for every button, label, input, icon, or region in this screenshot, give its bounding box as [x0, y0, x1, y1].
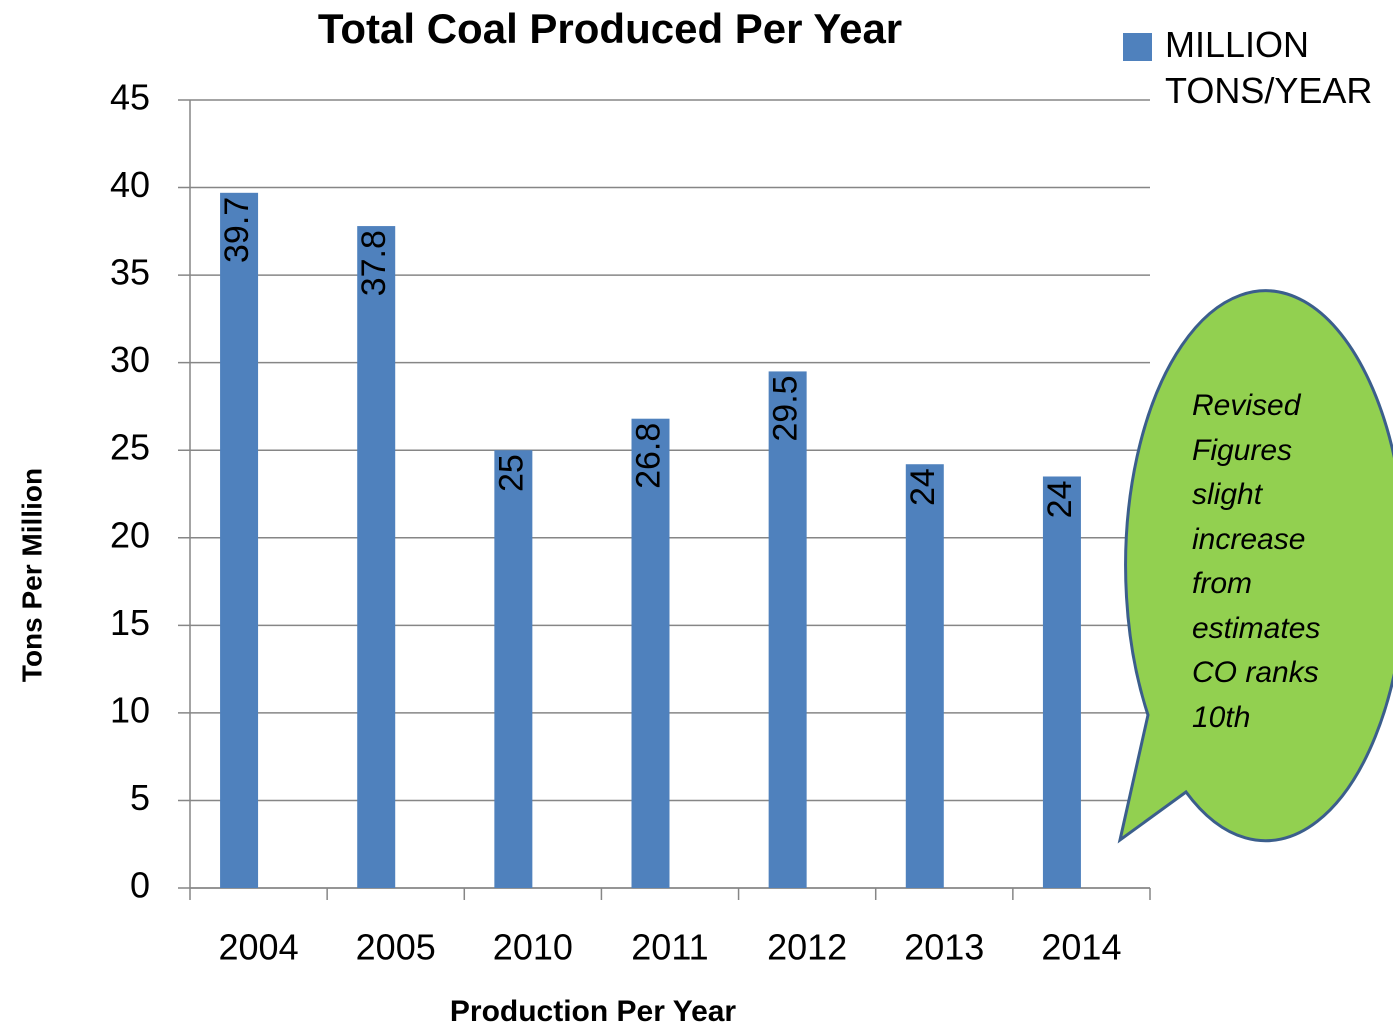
bar: [220, 192, 259, 888]
legend-label: MILLION TONS/YEAR: [1165, 24, 1373, 111]
y-tick-label: 45: [110, 77, 150, 118]
callout-bubble: [1117, 289, 1393, 844]
bar: [494, 450, 533, 888]
bar: [1042, 476, 1081, 888]
x-tick-label: 2014: [1041, 927, 1121, 968]
y-tick-label: 20: [110, 514, 150, 555]
bar: [905, 464, 944, 888]
y-axis-label: Tons Per Million: [16, 468, 47, 682]
bar: [768, 371, 807, 888]
data-label: 37.8: [355, 230, 393, 296]
x-tick-label: 2011: [631, 927, 708, 968]
callout-text: Revised Figures slight increase from est…: [1192, 389, 1321, 734]
x-tick-label: 2010: [493, 927, 573, 968]
x-tick-label: 2012: [767, 927, 847, 968]
x-tick-label: 2005: [356, 927, 436, 968]
data-label: 25: [492, 454, 530, 492]
bar: [631, 418, 670, 888]
y-tick-label: 40: [110, 164, 150, 205]
x-axis-label: Production Per Year: [450, 995, 737, 1028]
x-tick-label: 2004: [219, 927, 299, 968]
data-label: 29.5: [767, 375, 805, 441]
data-label: 39.7: [218, 197, 256, 263]
data-label: 24: [904, 468, 942, 506]
bar: [357, 226, 396, 888]
data-label: 26.8: [629, 423, 667, 489]
y-tick-label: 10: [110, 689, 150, 730]
y-tick-label: 35: [110, 252, 150, 293]
legend-swatch: [1123, 33, 1152, 61]
chart-title: Total Coal Produced Per Year: [318, 5, 902, 52]
x-tick-label: 2013: [904, 927, 984, 968]
y-tick-label: 30: [110, 339, 150, 380]
y-tick-label: 15: [110, 602, 150, 643]
y-tick-label: 0: [130, 865, 150, 906]
y-tick-label: 5: [130, 777, 150, 818]
y-tick-label: 25: [110, 427, 150, 468]
data-label: 24: [1041, 480, 1079, 518]
